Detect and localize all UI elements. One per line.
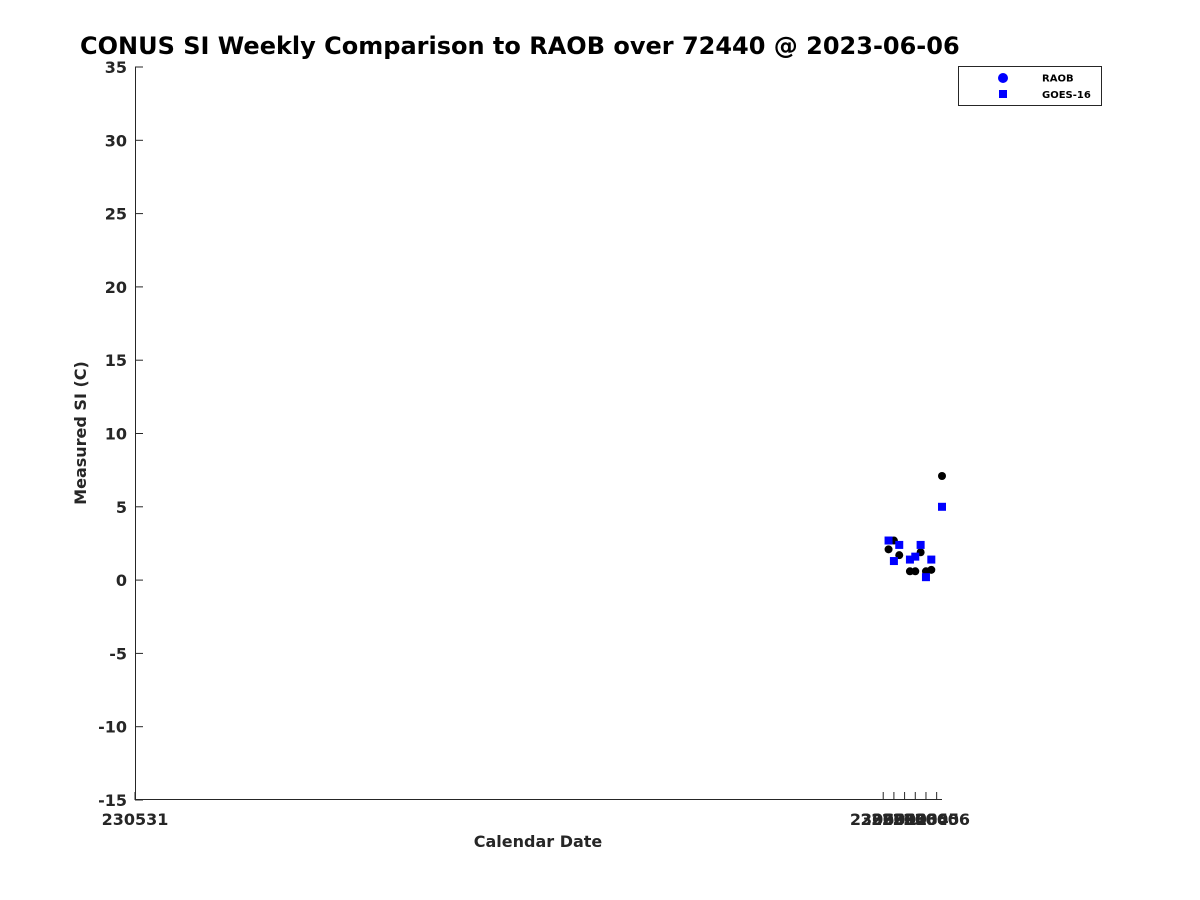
data-point-goes16	[921, 573, 930, 582]
y-tick-label: 5	[116, 498, 127, 517]
x-tick-label: 230602	[861, 810, 928, 829]
x-tick-label: 230601	[850, 810, 917, 829]
x-tick-label: 230606	[903, 810, 970, 829]
data-point-goes16	[895, 540, 904, 549]
y-tick-label: 0	[116, 571, 127, 590]
data-point-raob	[938, 472, 946, 481]
data-points	[884, 472, 946, 582]
x-tick-label: 230605	[893, 810, 960, 829]
data-point-goes16	[938, 502, 946, 511]
legend-label-goes16: GOES-16	[1042, 90, 1091, 101]
y-tick-label: -10	[98, 718, 127, 737]
data-point-goes16	[927, 555, 936, 564]
data-point-raob	[911, 567, 920, 576]
legend-marker-raob	[998, 73, 1008, 83]
x-tick-label: 230604	[882, 810, 949, 829]
data-point-goes16	[911, 552, 920, 561]
legend-box	[958, 66, 1102, 106]
x-tick-label: 230531	[102, 810, 169, 829]
legend-marker-goes16	[999, 90, 1007, 98]
y-tick-label: 35	[105, 58, 127, 77]
y-axis-label: Measured SI (C)	[71, 361, 90, 505]
x-axis-label: Calendar Date	[474, 832, 603, 851]
data-point-raob	[927, 565, 936, 574]
x-ticks: 230531 2306012306022306032306042306052306…	[102, 792, 970, 829]
x-tick-label: 230603	[871, 810, 938, 829]
y-tick-label: -15	[98, 791, 127, 810]
data-point-goes16	[916, 540, 925, 549]
y-tick-label: 30	[105, 131, 127, 150]
data-point-goes16	[905, 555, 914, 564]
y-tick-label: 15	[105, 351, 127, 370]
y-tick-label: 10	[105, 425, 127, 444]
y-tick-label: -5	[109, 644, 127, 663]
y-tick-label: 20	[105, 278, 127, 297]
data-point-goes16	[889, 557, 898, 566]
legend-label-raob: RAOB	[1042, 74, 1074, 85]
chart-title: CONUS SI Weekly Comparison to RAOB over …	[80, 32, 960, 60]
data-point-goes16	[884, 536, 893, 545]
data-point-raob	[884, 545, 893, 554]
axes	[135, 67, 942, 800]
y-tick-label: 25	[105, 205, 127, 224]
y-ticks: -15 -10 -5 0 5 10 15 20 25 30 35	[98, 58, 143, 810]
legend: RAOB GOES-16	[958, 66, 1102, 106]
